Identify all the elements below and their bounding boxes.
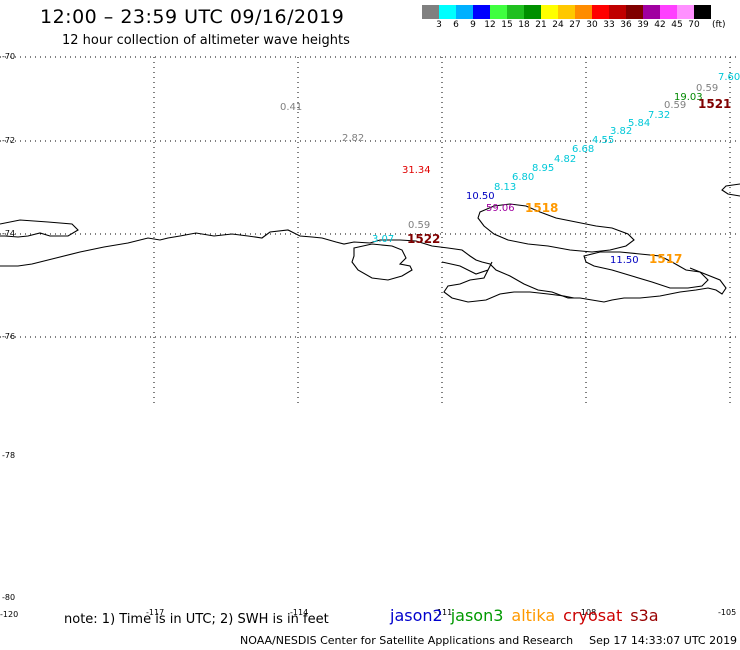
map-title: 12:00 – 23:59 UTC 09/16/2019 xyxy=(40,6,345,28)
legend-label: 18 xyxy=(518,20,530,30)
legend-label: 12 xyxy=(484,20,496,30)
legend-label: 3 xyxy=(436,20,442,30)
units-note: note: 1) Time is in UTC; 2) SWH is in fe… xyxy=(64,612,329,627)
obs-label: 5.84 xyxy=(628,118,650,129)
legend-label: 21 xyxy=(535,20,547,30)
obs-label: 0.59 xyxy=(664,100,686,111)
legend-label: 15 xyxy=(501,20,513,30)
legend-label: 45 xyxy=(671,20,683,30)
legend-swatch xyxy=(422,5,439,19)
pass-time-label: 1521 xyxy=(698,97,731,111)
pass-time-label: 1517 xyxy=(649,252,682,266)
island-west xyxy=(351,243,413,281)
obs-label: 8.13 xyxy=(494,182,516,193)
peninsula-east xyxy=(477,203,635,253)
pass-time-label: 1522 xyxy=(407,232,440,246)
credit-line: NOAA/NESDIS Center for Satellite Applica… xyxy=(240,634,737,647)
obs-label: 4.82 xyxy=(554,154,576,165)
legend-labels: (ft) 3 6 9 12 15 18 21 24 27 30 33 36 39 42 45 70 xyxy=(422,19,740,33)
legend-swatch xyxy=(490,5,507,19)
generated-timestamp: Sep 17 14:33:07 UTC 2019 xyxy=(589,634,738,647)
legend-label: 39 xyxy=(637,20,649,30)
lon-label: -120 xyxy=(0,610,19,619)
satellite-altika: altika xyxy=(511,606,556,625)
obs-label: 0.59 xyxy=(696,83,718,94)
lon-label: -108 xyxy=(578,608,597,617)
satellite-cryosat: cryosat xyxy=(563,606,623,625)
island-east xyxy=(583,251,709,289)
lon-label: -117 xyxy=(146,608,165,617)
obs-label: 6.80 xyxy=(512,172,534,183)
legend-swatch xyxy=(524,5,541,19)
lat-label: -80 xyxy=(2,593,16,602)
lat-label: -74 xyxy=(2,229,16,238)
observation-labels: 7.60 0.59 19.03 0.59 7.32 5.84 3.82 4.55… xyxy=(280,72,740,266)
obs-label: 11.50 xyxy=(610,255,639,266)
legend-swatch xyxy=(558,5,575,19)
obs-label: 0.41 xyxy=(280,102,302,113)
legend-label: 24 xyxy=(552,20,564,30)
legend-swatch xyxy=(609,5,626,19)
satellite-jason3: jason3 xyxy=(450,606,504,625)
lon-label: -114 xyxy=(290,608,309,617)
graticule xyxy=(0,56,740,405)
legend-label: 9 xyxy=(470,20,476,30)
island-central xyxy=(441,261,575,303)
color-legend: (ft) 3 6 9 12 15 18 21 24 27 30 33 36 39 42 45 70 xyxy=(422,5,740,33)
legend-swatches xyxy=(422,5,740,19)
satellite-jason2: jason2 xyxy=(390,606,443,625)
lon-label: -111 xyxy=(434,608,453,617)
legend-swatch xyxy=(592,5,609,19)
legend-label: 6 xyxy=(453,20,459,30)
satellite-s3a: s3a xyxy=(630,606,659,625)
legend-swatch xyxy=(439,5,456,19)
obs-label: 3.07 xyxy=(372,234,394,245)
obs-label: 10.50 xyxy=(466,191,495,202)
legend-swatch xyxy=(677,5,694,19)
lat-label: -78 xyxy=(2,451,16,460)
obs-label: 19.03 xyxy=(674,92,703,103)
legend-label: 30 xyxy=(586,20,598,30)
coastline xyxy=(0,183,740,303)
lat-label: -72 xyxy=(2,136,16,145)
obs-label: 0.59 xyxy=(408,220,430,231)
legend-swatch xyxy=(456,5,473,19)
legend-swatch xyxy=(541,5,558,19)
obs-label: 4.55 xyxy=(592,135,614,146)
obs-label: 8.95 xyxy=(532,163,554,174)
lat-label: -76 xyxy=(2,332,16,341)
pass-time-labels: 1521 1518 1522 1517 xyxy=(407,97,731,266)
coastline-ne-tip xyxy=(721,183,740,197)
legend-swatch xyxy=(575,5,592,19)
lon-label: -105 xyxy=(718,608,737,617)
obs-label: 7.32 xyxy=(648,110,670,121)
obs-label: 6.68 xyxy=(572,144,594,155)
coastline-main xyxy=(0,219,79,238)
legend-unit: (ft) xyxy=(712,20,726,30)
legend-label: 33 xyxy=(603,20,615,30)
credit-text: NOAA/NESDIS Center for Satellite Applica… xyxy=(240,634,574,647)
satellite-legend: jason2 jason3 altika cryosat s3a xyxy=(390,606,667,625)
obs-label: 2.82 xyxy=(342,133,364,144)
legend-swatch xyxy=(694,5,711,19)
legend-swatch xyxy=(643,5,660,19)
obs-label: 59.06 xyxy=(486,203,515,214)
pass-time-label: 1518 xyxy=(525,201,558,215)
legend-label: 70 xyxy=(688,20,700,30)
coastline-shelf xyxy=(0,229,727,303)
legend-label: 42 xyxy=(654,20,666,30)
obs-label: 3.82 xyxy=(610,126,632,137)
obs-label: 7.60 xyxy=(718,72,740,83)
map-subtitle: 12 hour collection of altimeter wave hei… xyxy=(62,33,350,48)
legend-label: 36 xyxy=(620,20,632,30)
legend-swatch xyxy=(626,5,643,19)
legend-swatch xyxy=(473,5,490,19)
legend-label: 27 xyxy=(569,20,581,30)
lat-label: -70 xyxy=(2,52,16,61)
obs-label: 31.34 xyxy=(402,165,431,176)
legend-swatch xyxy=(660,5,677,19)
legend-swatch xyxy=(507,5,524,19)
